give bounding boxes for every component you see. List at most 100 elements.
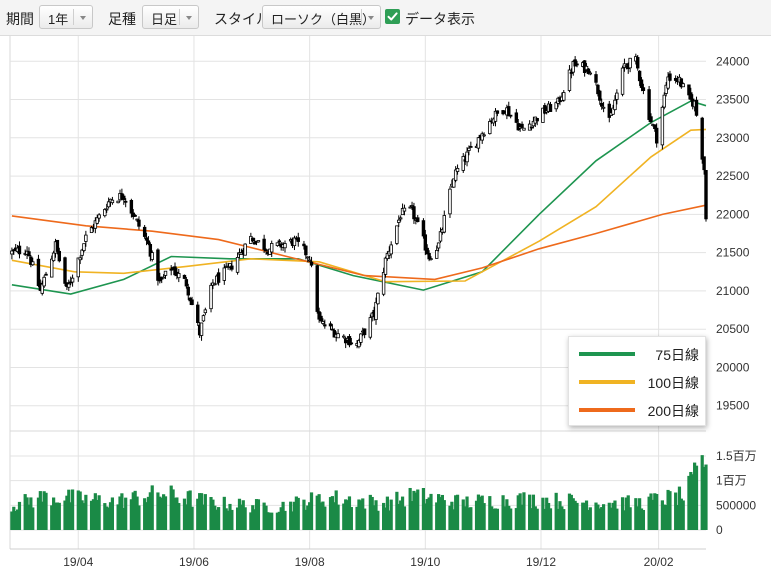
volume-bar [573,500,577,530]
volume-bar [372,505,376,530]
legend-label-ma75: 75日線 [655,347,699,363]
candle-body [262,238,266,250]
volume-bar [376,510,380,530]
volume-bar [700,455,704,530]
volume-bar [687,475,691,530]
style-select[interactable]: ローソク（白黒） [262,5,381,29]
candle-body [270,243,274,253]
candle-body [328,323,333,327]
chart-toolbar: 期間 1年 足種 日足 スタイル ローソク（白黒） データ表示 [0,0,771,36]
volume-bar [691,474,695,530]
volume-bar [495,508,499,530]
volume-bar [429,493,433,530]
candle-body [309,261,314,266]
candle-body [465,151,469,163]
volume-bar [304,509,308,530]
volume-bar [425,498,429,530]
volume-bar [638,498,642,530]
grid-lines [10,36,706,549]
candle-body [664,84,668,94]
candle-body [222,267,226,281]
bar-type-label: 足種 [108,11,136,27]
candle-body [256,240,261,243]
volume-bar [239,504,243,530]
candle-body [368,317,373,338]
volume-bar [44,492,48,530]
candle-body [283,243,287,249]
candle-body [400,208,405,216]
volume-bar [268,512,272,530]
volume-bar [507,505,511,530]
volume-bar [228,503,232,530]
volume-bar [133,490,137,530]
period-select[interactable]: 1年 [39,5,93,29]
volume-bar [243,507,247,530]
volume-bar [694,465,699,530]
candle-body [332,330,336,338]
chart-legend: 75日線 100日線 200日線 [568,336,706,426]
volume-bar [201,504,206,530]
volume-bar [251,505,255,530]
candle-body [110,199,115,204]
price-tick-label: 23500 [716,93,750,107]
volume-bar [290,511,295,530]
volume-bar [535,508,539,530]
volume-bar [490,506,494,530]
volume-bar [382,502,386,530]
volume-bar [315,495,319,530]
candle-body [480,133,484,141]
volume-bar [598,508,602,530]
volume-bar [25,497,29,530]
volume-bar [455,494,460,530]
volume-bar [224,508,228,530]
volume-bar [302,499,306,530]
volume-bar [370,496,374,530]
price-tick-label: 21500 [716,246,750,260]
volume-bar [482,503,486,530]
candle-body [103,209,107,217]
volume-bar [609,507,613,530]
volume-bar [344,499,348,530]
stock-chart[interactable]: 24000 23500 23000 22500 22000 21500 21000 20500… [0,36,771,586]
volume-bar [38,491,42,530]
volume-bar [452,509,456,530]
volume-bar [52,497,56,530]
candle-body [402,207,407,212]
volume-bar [355,506,359,530]
chevron-down-icon [80,16,86,20]
volume-bar [50,505,54,530]
volume-bar [97,495,101,530]
date-tick-label: 19/08 [295,555,325,569]
candle-body [307,259,312,262]
volume-bar [135,496,139,530]
volume-bar [254,499,259,530]
candle-body [70,277,75,283]
candle-body [42,276,46,287]
candle-body [495,110,500,114]
volume-bar [57,502,61,530]
bar-type-select[interactable]: 日足 [142,5,199,29]
candle-body [493,110,498,122]
volume-bar [463,506,467,530]
candle-body [681,83,685,88]
style-label: スタイル [214,11,270,27]
candle-body [704,170,708,220]
volume-bar [423,503,427,530]
style-value: ローソク（白黒） [271,12,376,27]
candle-body [264,249,268,252]
volume-tick-label: 500000 [716,498,756,512]
candle-body [666,76,670,89]
volume-bar [93,493,97,530]
candle-body [507,106,511,117]
candle-body [467,147,471,151]
data-display-checkbox[interactable] [385,9,400,24]
candle-body [508,114,513,117]
volume-bar [649,493,653,530]
volume-bar [359,500,363,530]
candle-body [584,65,589,71]
volume-bar [345,500,350,530]
volume-bar [528,494,532,530]
candle-body [636,57,640,69]
candle-body [93,220,98,229]
candle-body [36,258,41,286]
